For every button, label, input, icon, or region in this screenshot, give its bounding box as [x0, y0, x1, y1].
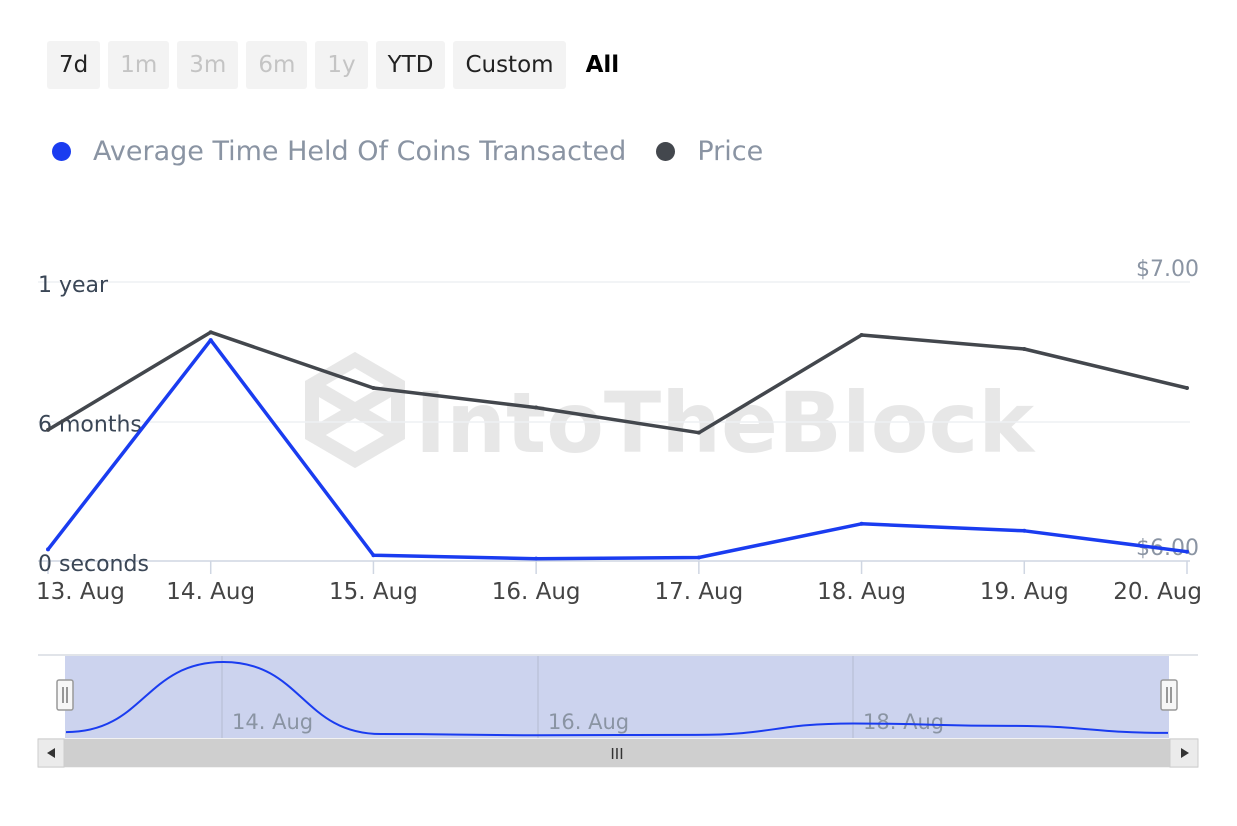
data-point-price[interactable]	[371, 386, 376, 391]
x-tick-label: 16. Aug	[492, 579, 581, 605]
data-point-price[interactable]	[696, 430, 701, 435]
arrow-left-icon	[47, 748, 55, 758]
data-point-price[interactable]	[1185, 386, 1189, 391]
legend-label-price: Price	[697, 136, 764, 167]
range-custom-button[interactable]: Custom	[453, 41, 566, 89]
data-point-avg-time-held[interactable]	[208, 338, 213, 343]
scrollbar[interactable]: III	[37, 738, 1199, 768]
range-1y-button[interactable]: 1y	[315, 41, 368, 89]
legend-dot-icon	[656, 142, 676, 161]
y-axis-right: $6.00$7.00	[1136, 257, 1199, 561]
data-point-price[interactable]	[859, 333, 864, 338]
series-line-avg-time-held	[46, 338, 1188, 561]
x-tick-label: 19. Aug	[980, 579, 1069, 605]
navigator[interactable]: 14. Aug 16. Aug 18. Aug	[38, 654, 1198, 738]
legend-label-avg-time-held: Average Time Held Of Coins Transacted	[93, 136, 627, 167]
data-point-avg-time-held[interactable]	[46, 547, 50, 552]
range-ytd-button[interactable]: YTD	[375, 41, 446, 89]
navigator-selection[interactable]	[65, 656, 1169, 738]
range-all-button[interactable]: All	[585, 52, 620, 78]
data-point-avg-time-held[interactable]	[1185, 549, 1189, 554]
x-tick-label: 18. Aug	[817, 579, 906, 605]
data-point-avg-time-held[interactable]	[534, 556, 539, 561]
x-tick-label: 14. Aug	[166, 579, 255, 605]
data-point-price[interactable]	[208, 330, 213, 335]
legend-item-price[interactable]: Price	[656, 136, 763, 167]
range-6m-button[interactable]: 6m	[246, 41, 308, 89]
data-point-price[interactable]	[534, 405, 539, 410]
range-7d-button[interactable]: 7d	[47, 41, 101, 89]
arrow-right-icon	[1181, 748, 1189, 758]
watermark-logo-icon	[305, 351, 405, 469]
x-tick-label: 13. Aug	[36, 579, 125, 605]
x-tick-label: 15. Aug	[329, 579, 418, 605]
data-point-avg-time-held[interactable]	[371, 553, 376, 558]
data-point-avg-time-held[interactable]	[1022, 528, 1027, 533]
range-1m-button[interactable]: 1m	[108, 41, 170, 89]
data-point-price[interactable]	[46, 427, 50, 432]
watermark-text: IntoTheBlock	[415, 374, 1036, 472]
range-3m-button[interactable]: 3m	[177, 41, 239, 89]
navigator-left-handle[interactable]	[56, 679, 74, 711]
scrollbar-thumb[interactable]	[64, 739, 1170, 767]
navigator-tick-label: 14. Aug	[232, 710, 313, 734]
data-point-price[interactable]	[1022, 346, 1027, 351]
navigator-tick-label: 18. Aug	[863, 710, 944, 734]
y-left-tick-label: 0 seconds	[38, 552, 149, 577]
navigator-series-line	[65, 660, 1169, 737]
data-point-avg-time-held[interactable]	[696, 555, 701, 560]
data-point-avg-time-held[interactable]	[859, 521, 864, 526]
watermark: IntoTheBlock	[305, 351, 1036, 472]
navigator-right-handle[interactable]	[1160, 679, 1178, 711]
chart-legend: Average Time Held Of Coins Transacted Pr…	[52, 136, 793, 167]
y-left-tick-label: 1 year	[38, 273, 109, 298]
x-axis-ticks: 13. Aug 14. Aug 15. Aug 16. Aug 17. Aug 18. A…	[36, 561, 1202, 605]
legend-dot-icon	[52, 142, 71, 161]
navigator-tick-label: 16. Aug	[548, 710, 629, 734]
series-lines	[46, 330, 1189, 561]
x-tick-label: 17. Aug	[654, 579, 743, 605]
range-selector: 7d 1m 3m 6m 1y YTD Custom All	[47, 41, 631, 89]
x-tick-label: 20. Aug	[1113, 579, 1202, 605]
scrollbar-grip: III	[610, 745, 623, 763]
y-right-tick-label: $7.00	[1136, 257, 1199, 282]
legend-item-avg-time-held[interactable]: Average Time Held Of Coins Transacted	[52, 136, 626, 167]
series-line-price	[47, 330, 1188, 435]
